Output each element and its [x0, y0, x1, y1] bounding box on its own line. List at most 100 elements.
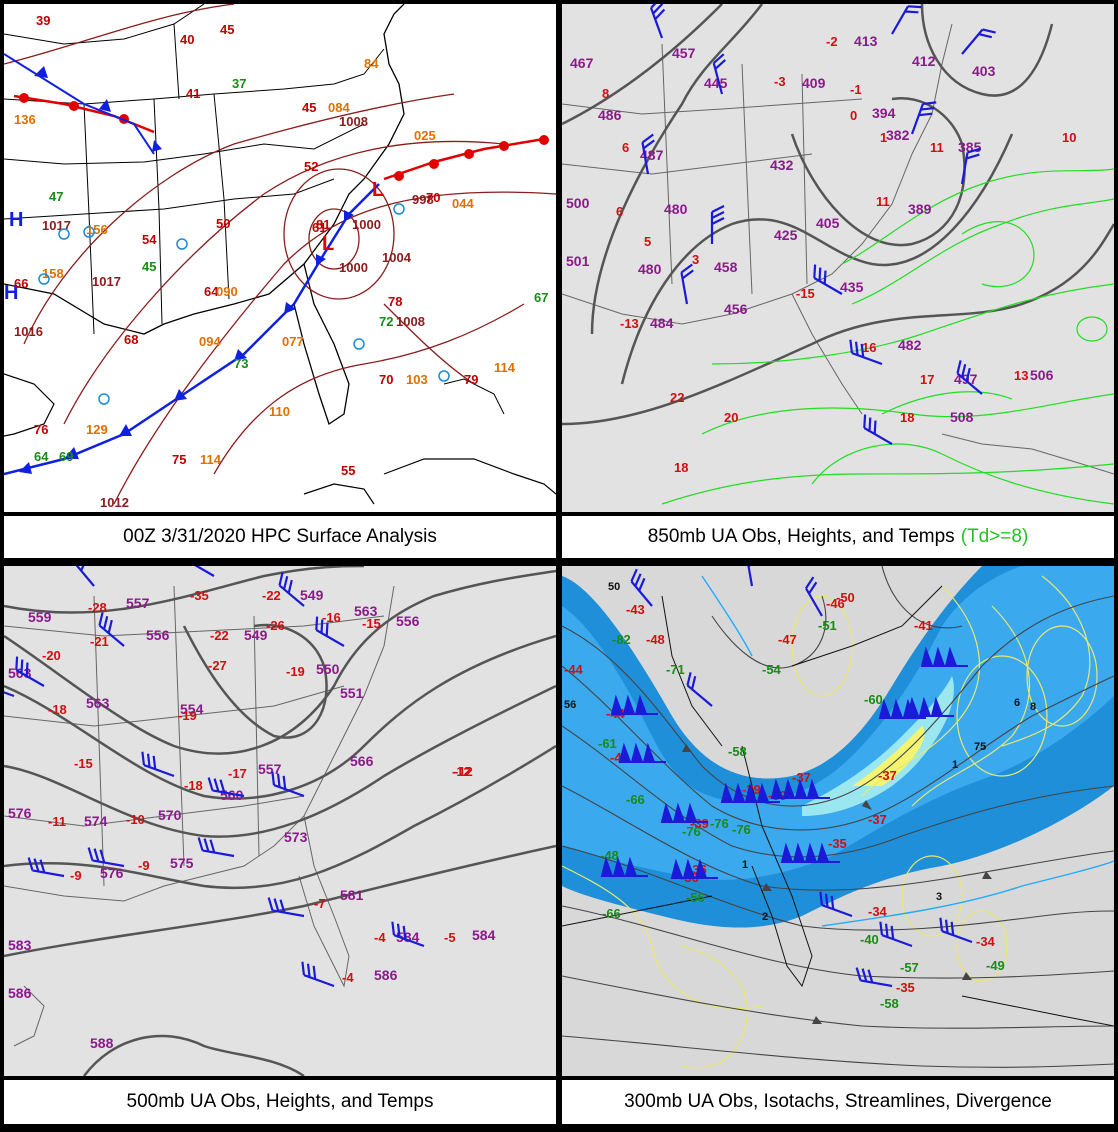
station-value-label: 39: [36, 13, 50, 28]
height-label: 574: [84, 813, 108, 829]
dewpoint-label: -66: [626, 792, 645, 807]
station-value-label: 41: [186, 86, 200, 101]
wind-barb-icon: [650, 4, 666, 39]
caption-text: 500mb UA Obs, Heights, and Temps: [126, 1091, 434, 1112]
isobar-label: 1012: [100, 495, 129, 510]
wind-barb-icon: [630, 568, 653, 607]
temperature-label: -4: [374, 930, 386, 945]
temperature-label: -15: [74, 756, 93, 771]
temperature-label: 0: [850, 108, 857, 123]
wind-pennant-icon: [660, 802, 708, 823]
temperature-label: 6: [616, 204, 623, 219]
low-pressure-label: L: [322, 233, 334, 255]
caption-text: 300mb UA Obs, Isotachs, Streamlines, Div…: [624, 1091, 1052, 1112]
dewpoint-label: -60: [864, 692, 883, 707]
dewpoint-label: -57: [900, 960, 919, 975]
dewpoint-label: -40: [860, 932, 879, 947]
temperature-label: -35: [896, 980, 915, 995]
wind-pennant-icon: [878, 698, 926, 719]
isobar-label: 1016: [14, 324, 43, 339]
isobar-label: 1004: [382, 250, 412, 265]
temperature-label: -28: [88, 600, 107, 615]
height-label: 566: [350, 753, 374, 769]
height-label: 486: [598, 107, 622, 123]
isotach-label: 6: [1014, 697, 1020, 709]
height-label: 500: [566, 195, 590, 211]
station-circle-icon: [438, 370, 450, 382]
surface-map-svg: H H L L 1017 1017 1016 1012 998 1000 100…: [4, 4, 556, 510]
wind-barb-icon: [141, 751, 175, 778]
dewpoint-label: -76: [682, 824, 701, 839]
wind-barb-icon: [4, 684, 15, 698]
height-label: 557: [258, 761, 282, 777]
high-pressure-label: H: [9, 209, 23, 231]
height-label: 557: [126, 595, 150, 611]
dewpoint-label: -76: [710, 816, 729, 831]
isotach-label: 1: [952, 759, 958, 771]
temperature-label: -37: [868, 812, 887, 827]
wind-barb-icon: [72, 566, 95, 587]
height-label: 382: [886, 127, 910, 143]
station-value-label: 37: [232, 76, 246, 91]
wind-barb-icon: [939, 917, 973, 944]
height-label: 435: [840, 279, 864, 295]
temperature-label: -21: [90, 634, 109, 649]
850mb-caption: 850mb UA Obs, Heights, and Temps (Td>=8): [562, 516, 1114, 558]
temperature-label: 5: [644, 234, 651, 249]
height-label: 550: [316, 661, 340, 677]
height-label: 458: [714, 259, 738, 275]
isotach-label: 1: [742, 859, 748, 871]
temperature-label: -19: [286, 664, 305, 679]
isotach-label: 2: [762, 911, 768, 923]
height-label: 413: [854, 33, 878, 49]
station-circle-icon: [98, 393, 110, 405]
wind-barb-icon: [956, 360, 983, 395]
wind-pennant-icon: [720, 782, 780, 803]
height-label: 576: [8, 805, 32, 821]
station-value-label: 090: [216, 284, 238, 299]
dewpoint-label: -82: [612, 632, 631, 647]
temperature-label: -13: [620, 316, 639, 331]
wind-pennant-icon: [670, 858, 718, 879]
station-value-label: 45: [142, 259, 156, 274]
temperature-label: -43: [626, 602, 645, 617]
wind-barb-icon: [879, 921, 913, 948]
dewpoint-label: -76: [732, 822, 751, 837]
temperature-label: -22: [262, 588, 281, 603]
station-circle-icon: [353, 338, 365, 350]
height-label: 484: [650, 315, 674, 331]
temperature-label: 3: [692, 252, 699, 267]
station-value-label: 084: [328, 100, 350, 115]
temperature-label: 1: [880, 130, 887, 145]
height-label: 389: [908, 201, 932, 217]
wind-barb-icon: [745, 566, 760, 587]
station-value-label: 75: [172, 452, 186, 467]
station-value-label: 136: [14, 112, 36, 127]
station-value-label: 077: [282, 334, 304, 349]
temperature-label: -20: [42, 648, 61, 663]
dewpoint-label: -56: [686, 890, 705, 905]
temperature-label: -2: [826, 34, 838, 49]
wind-barb-icon: [27, 857, 65, 878]
temperature-label: -16: [322, 610, 341, 625]
wind-barb-icon: [680, 263, 694, 305]
height-label: 456: [724, 301, 748, 317]
temperature-label: -15: [362, 616, 381, 631]
height-label: 506: [1030, 367, 1054, 383]
station-value-label: 70: [426, 190, 440, 205]
wind-pennant-icon: [618, 742, 666, 763]
500mb-caption: 500mb UA Obs, Heights, and Temps: [4, 1080, 556, 1124]
station-value-label: 129: [86, 422, 108, 437]
isobar-label: 1000: [339, 260, 368, 275]
wind-pennant-icon: [770, 778, 830, 799]
isobar-label: 998: [412, 192, 434, 207]
height-label: 554: [180, 701, 204, 717]
300mb-caption: 300mb UA Obs, Isotachs, Streamlines, Div…: [562, 1080, 1114, 1124]
height-label: 432: [770, 157, 794, 173]
temperature-label: -47: [778, 632, 797, 647]
wind-barb-icon: [849, 339, 883, 366]
isotach-label: 56: [564, 699, 576, 711]
height-label: 405: [816, 215, 840, 231]
